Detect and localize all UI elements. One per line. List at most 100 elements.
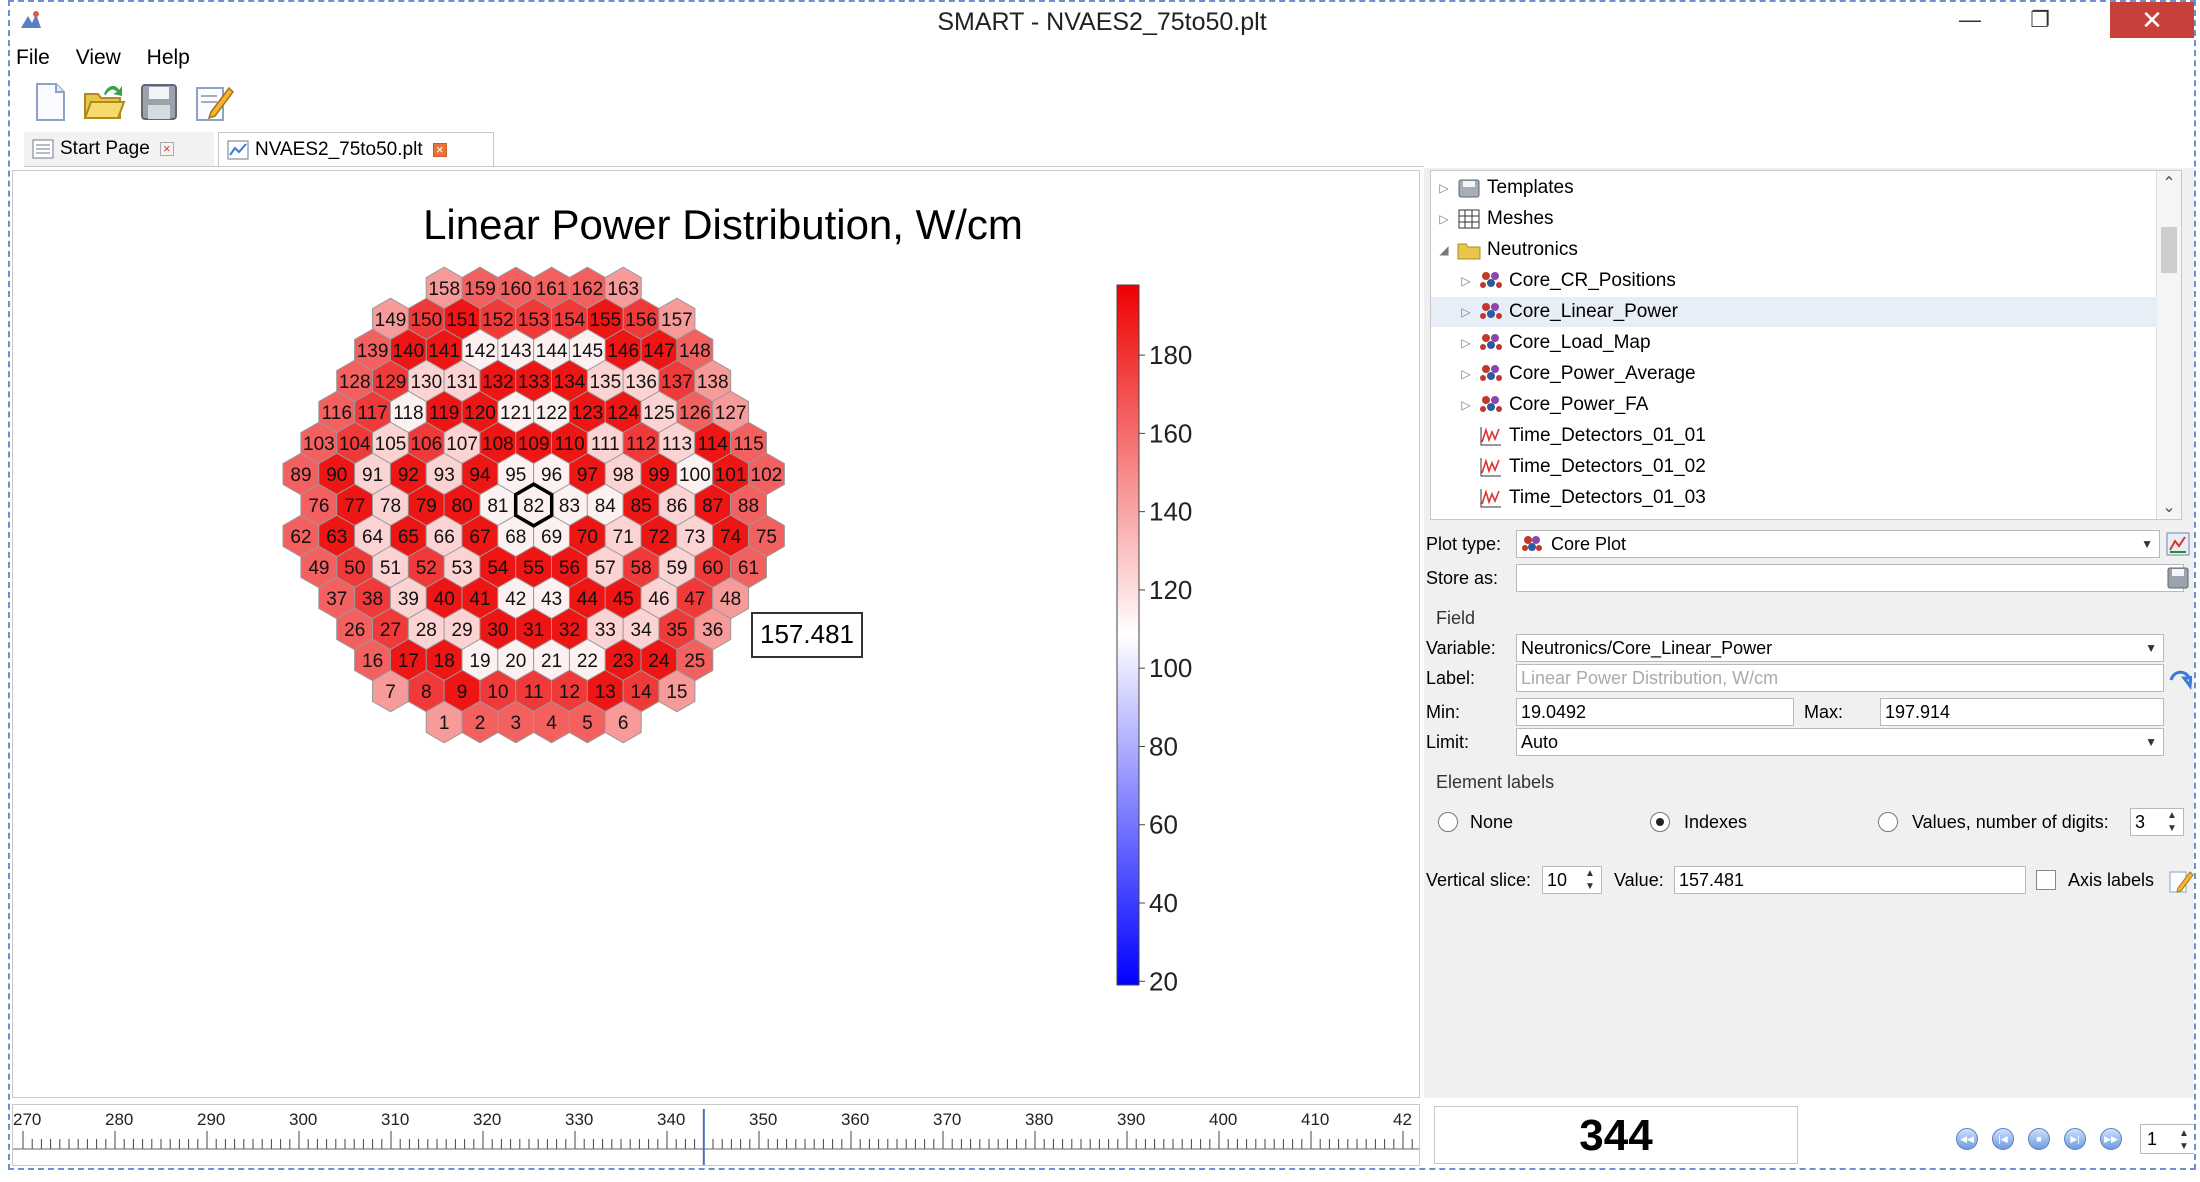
fuel-assembly-75[interactable]: 75 [747, 514, 785, 558]
plot-refresh-icon[interactable] [2166, 532, 2190, 556]
fuel-assembly-86[interactable]: 86 [658, 483, 696, 527]
fuel-assembly-36[interactable]: 36 [694, 607, 732, 651]
chevron-right-icon[interactable]: ▷ [1461, 398, 1471, 412]
fuel-assembly-95[interactable]: 95 [497, 452, 535, 496]
fuel-assembly-127[interactable]: 127 [712, 390, 750, 434]
fuel-assembly-108[interactable]: 108 [479, 421, 517, 465]
fuel-assembly-23[interactable]: 23 [604, 638, 642, 682]
fuel-assembly-58[interactable]: 58 [622, 545, 660, 589]
fuel-assembly-45[interactable]: 45 [604, 576, 642, 620]
fuel-assembly-42[interactable]: 42 [497, 576, 535, 620]
fuel-assembly-139[interactable]: 139 [354, 328, 392, 372]
fuel-assembly-146[interactable]: 146 [604, 328, 642, 372]
spin-arrows-icon[interactable]: ▲ ▼ [2167, 810, 2177, 834]
radio-none[interactable] [1438, 812, 1458, 832]
fuel-assembly-89[interactable]: 89 [282, 452, 320, 496]
chevron-right-icon[interactable]: ▷ [1439, 181, 1449, 195]
tree-item-time-detectors-01-02[interactable]: Time_Detectors_01_02 [1431, 452, 2157, 482]
max-input[interactable]: 197.914 [1880, 698, 2164, 726]
tree-scrollbar[interactable]: ⌃ ⌄ [2156, 171, 2181, 519]
fuel-assembly-163[interactable]: 163 [604, 266, 642, 310]
edit-icon[interactable] [191, 80, 235, 124]
fuel-assembly-134[interactable]: 134 [551, 359, 588, 403]
fuel-assembly-147[interactable]: 147 [640, 328, 678, 372]
limit-combo[interactable]: Auto ▼ [1516, 728, 2164, 756]
fuel-assembly-78[interactable]: 78 [372, 483, 409, 527]
fuel-assembly-48[interactable]: 48 [712, 576, 750, 620]
fuel-assembly-148[interactable]: 148 [676, 328, 714, 372]
step-spinbox[interactable]: 1 ▲ ▼ [2140, 1124, 2194, 1154]
fuel-assembly-35[interactable]: 35 [658, 607, 696, 651]
fuel-assembly-125[interactable]: 125 [640, 390, 678, 434]
plot-type-combo[interactable]: Core Plot ▼ [1516, 530, 2160, 558]
fuel-assembly-39[interactable]: 39 [389, 576, 427, 620]
fuel-assembly-72[interactable]: 72 [640, 514, 678, 558]
store-save-icon[interactable] [2166, 566, 2190, 590]
fuel-assembly-52[interactable]: 52 [407, 545, 445, 589]
fuel-assembly-82[interactable]: 82 [513, 482, 554, 528]
fuel-assembly-60[interactable]: 60 [694, 545, 732, 589]
tab-start-page[interactable]: Start Page × [24, 132, 214, 166]
radio-indexes[interactable] [1650, 812, 1670, 832]
vertical-slice-spinbox[interactable]: 10 ▲ ▼ [1542, 866, 1602, 894]
scroll-down-icon[interactable]: ⌄ [2162, 499, 2176, 516]
fuel-assembly-162[interactable]: 162 [568, 266, 606, 310]
fuel-assembly-77[interactable]: 77 [336, 483, 374, 527]
radio-values[interactable] [1878, 812, 1898, 832]
fuel-assembly-20[interactable]: 20 [497, 638, 535, 682]
tab-plot-file[interactable]: NVAES2_75to50.plt × [218, 132, 494, 166]
fuel-assembly-126[interactable]: 126 [676, 390, 714, 434]
fuel-assembly-50[interactable]: 50 [336, 545, 374, 589]
fuel-assembly-61[interactable]: 61 [730, 545, 767, 589]
fuel-assembly-105[interactable]: 105 [372, 421, 409, 465]
fuel-assembly-15[interactable]: 15 [658, 669, 696, 713]
fast-forward-icon[interactable]: ▶▶ [2100, 1128, 2122, 1150]
axis-edit-icon[interactable] [2168, 868, 2194, 894]
tree-item-core-power-fa[interactable]: ▷ Core_Power_FA [1431, 390, 2157, 420]
timeline-scale[interactable]: 270 280 290 300 310 320 330 340 350 360 370 380 390 4… [13, 1105, 1419, 1165]
fuel-assembly-64[interactable]: 64 [354, 514, 392, 558]
fuel-assembly-85[interactable]: 85 [622, 483, 660, 527]
fuel-assembly-123[interactable]: 123 [568, 390, 606, 434]
fuel-assembly-156[interactable]: 156 [622, 297, 660, 341]
label-input[interactable]: Linear Power Distribution, W/cm [1516, 664, 2164, 692]
fuel-assembly-18[interactable]: 18 [425, 638, 463, 682]
scroll-up-icon[interactable]: ⌃ [2162, 175, 2176, 192]
fuel-assembly-71[interactable]: 71 [604, 514, 642, 558]
fuel-assembly-44[interactable]: 44 [568, 576, 606, 620]
rewind-icon[interactable]: ◀◀ [1956, 1128, 1978, 1150]
axis-labels-checkbox[interactable] [2036, 870, 2056, 890]
fuel-assembly-57[interactable]: 57 [586, 545, 624, 589]
fuel-assembly-122[interactable]: 122 [533, 390, 571, 434]
close-button[interactable]: ✕ [2110, 2, 2194, 38]
stop-icon[interactable]: ■ [2028, 1128, 2050, 1150]
fuel-assembly-67[interactable]: 67 [461, 514, 499, 558]
fuel-assembly-142[interactable]: 142 [461, 328, 499, 372]
fuel-assembly-160[interactable]: 160 [497, 266, 535, 310]
timeline-ruler[interactable]: 270 280 290 300 310 320 330 340 350 360 370 380 390 4… [12, 1104, 1420, 1166]
fuel-assembly-69[interactable]: 69 [533, 514, 571, 558]
fuel-assembly-53[interactable]: 53 [443, 545, 481, 589]
tree-item-core-cr-positions[interactable]: ▷ Core_CR_Positions [1431, 266, 2157, 296]
fuel-assembly-84[interactable]: 84 [586, 483, 624, 527]
spin-arrows-icon[interactable]: ▲ ▼ [2179, 1128, 2189, 1152]
tree-item-meshes[interactable]: ▷ Meshes [1431, 204, 2157, 234]
fuel-assembly-102[interactable]: 102 [747, 452, 785, 496]
fuel-assembly-115[interactable]: 115 [730, 421, 767, 465]
fuel-assembly-96[interactable]: 96 [533, 452, 571, 496]
fuel-assembly-155[interactable]: 155 [586, 297, 624, 341]
fuel-assembly-10[interactable]: 10 [479, 669, 517, 713]
fuel-assembly-27[interactable]: 27 [372, 607, 409, 651]
min-input[interactable]: 19.0492 [1516, 698, 1794, 726]
fuel-assembly-22[interactable]: 22 [568, 638, 606, 682]
fuel-assembly-154[interactable]: 154 [551, 297, 588, 341]
fuel-assembly-79[interactable]: 79 [407, 483, 445, 527]
fuel-assembly-46[interactable]: 46 [640, 576, 678, 620]
fuel-assembly-83[interactable]: 83 [551, 483, 588, 527]
step-back-icon[interactable]: |◀ [1992, 1128, 2014, 1150]
fuel-assembly-121[interactable]: 121 [497, 390, 535, 434]
fuel-assembly-6[interactable]: 6 [604, 700, 642, 744]
tree-item-neutronics[interactable]: ◢ Neutronics [1431, 235, 2157, 265]
tree-item-core-linear-power[interactable]: ▷ Core_Linear_Power [1431, 297, 2157, 327]
fuel-assembly-65[interactable]: 65 [389, 514, 427, 558]
